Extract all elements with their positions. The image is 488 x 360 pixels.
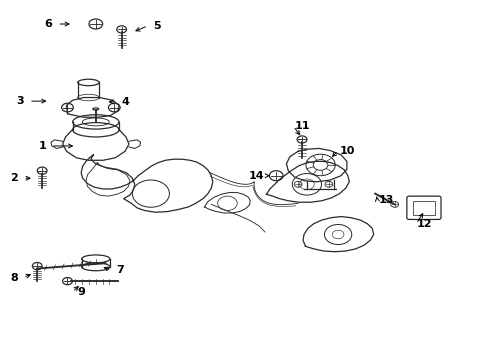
Bar [412,201,434,215]
Text: 13: 13 [377,195,393,205]
Text: 9: 9 [77,287,85,297]
Text: 4: 4 [121,97,129,107]
Text: 12: 12 [416,219,432,229]
Text: 10: 10 [339,145,354,156]
Text: 5: 5 [153,21,160,31]
Text: 14: 14 [248,171,264,181]
Text: 3: 3 [17,96,24,106]
Text: 8: 8 [10,273,18,283]
Text: 7: 7 [116,265,124,275]
Text: 11: 11 [294,121,309,131]
Text: 1: 1 [38,141,46,151]
Text: 6: 6 [44,19,52,29]
Text: 2: 2 [10,173,18,183]
